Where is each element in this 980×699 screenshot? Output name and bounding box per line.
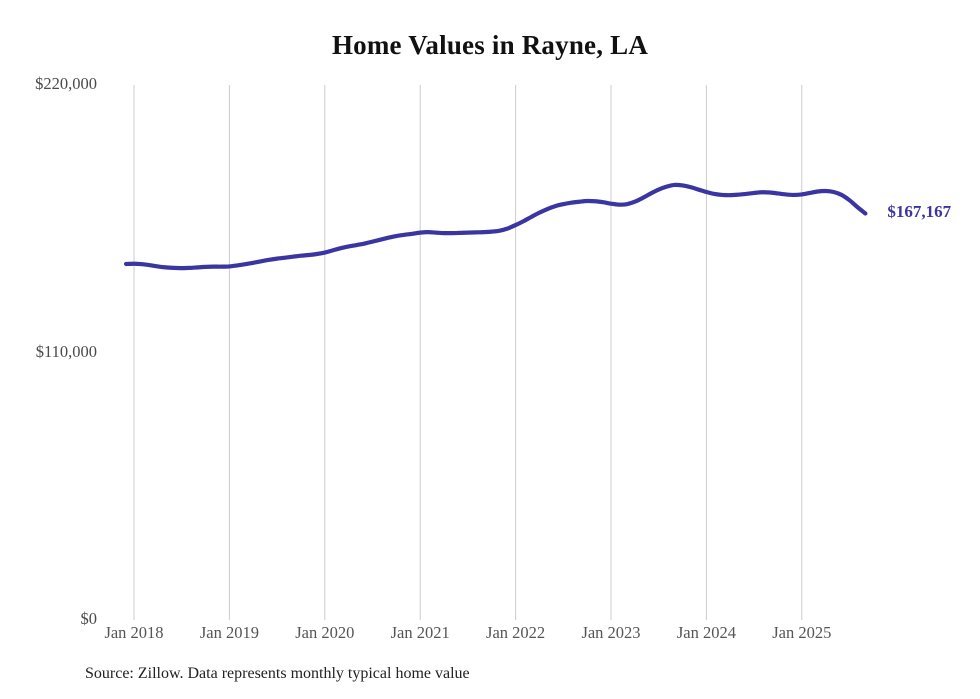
home-value-line (123, 182, 868, 271)
x-tick-label-2024-01: Jan 2024 (676, 623, 736, 642)
y-tick-label-220000: $220,000 (35, 74, 97, 93)
x-tick-label-2020-01: Jan 2020 (295, 623, 355, 642)
end-value-annotation: $167,167 (887, 202, 952, 222)
page-title: Home Values in Rayne, LA (331, 30, 649, 60)
y-tick-label-110000: $110,000 (35, 341, 97, 361)
x-tick-label-2018-01: Jan 2018 (104, 623, 164, 642)
x-tick-label-2021-01: Jan 2021 (390, 623, 450, 642)
x-tick-label-2022-01: Jan 2022 (486, 623, 546, 642)
gridlines-group (133, 85, 803, 620)
x-tick-label-2023-01: Jan 2023 (581, 623, 641, 642)
source-note: Source: Zillow. Data represents monthly … (85, 665, 470, 682)
x-tick-label-2019-01: Jan 2019 (199, 623, 259, 642)
x-tick-label-2025-01: Jan 2025 (772, 623, 832, 642)
y-tick-label-0: $0 (80, 609, 98, 628)
